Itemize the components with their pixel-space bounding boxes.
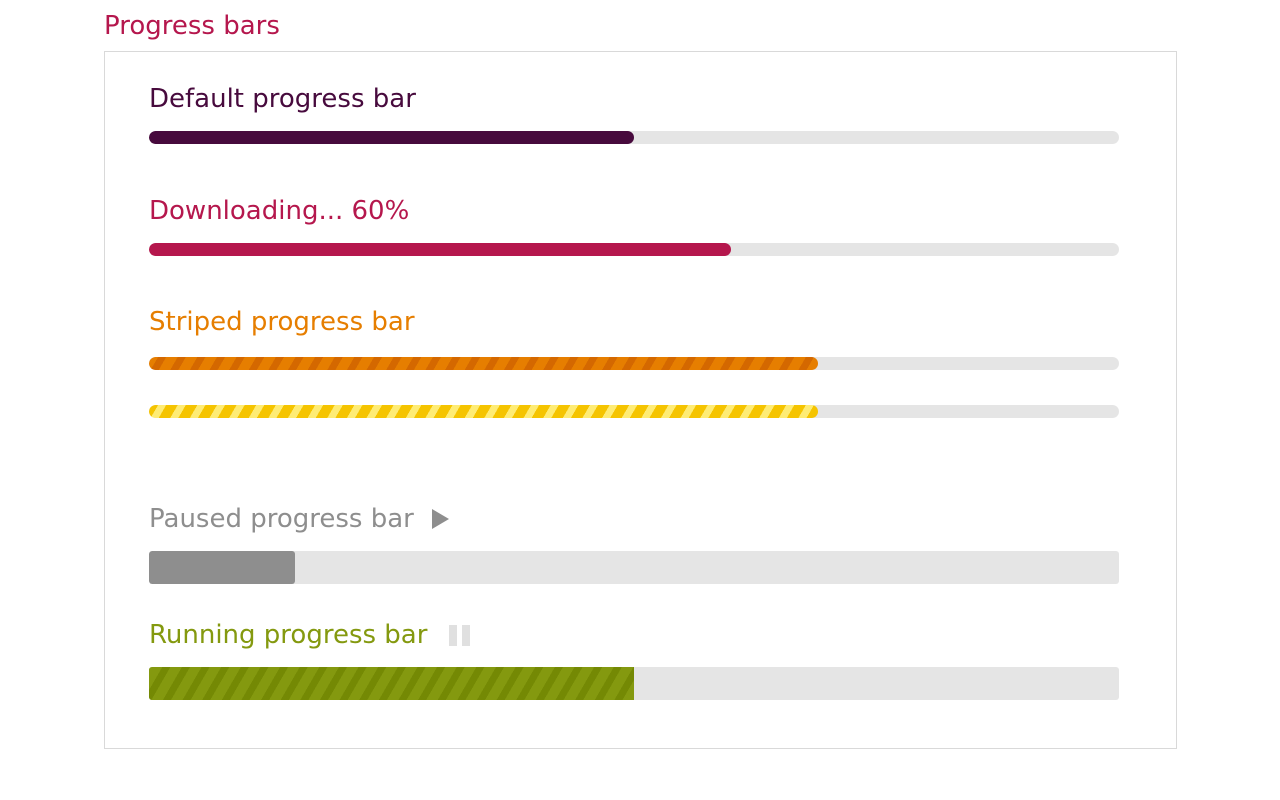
downloading-progress-bar <box>149 243 1119 256</box>
progress-fill <box>149 357 819 370</box>
progress-fill <box>149 667 634 700</box>
progress-fill <box>149 551 295 584</box>
page-title: Progress bars <box>104 11 280 41</box>
downloading-label: Downloading... 60% <box>149 196 410 226</box>
running-progress-bar <box>149 667 1119 700</box>
striped-progress-bar-orange <box>149 357 1119 370</box>
striped-label: Striped progress bar <box>149 307 415 337</box>
progress-fill <box>149 131 634 144</box>
paused-label-text: Paused progress bar <box>149 504 414 534</box>
paused-label: Paused progress bar <box>149 504 449 534</box>
default-label: Default progress bar <box>149 84 416 114</box>
striped-progress-bar-yellow <box>149 405 1119 418</box>
pause-icon[interactable] <box>449 624 471 646</box>
paused-progress-bar <box>149 551 1119 584</box>
progress-fill <box>149 243 731 256</box>
running-label: Running progress bar <box>149 620 471 650</box>
progress-fill <box>149 405 819 418</box>
running-label-text: Running progress bar <box>149 620 428 650</box>
play-icon[interactable] <box>431 509 449 529</box>
default-progress-bar <box>149 131 1119 144</box>
progress-panel: Default progress bar Downloading... 60% … <box>104 51 1177 749</box>
